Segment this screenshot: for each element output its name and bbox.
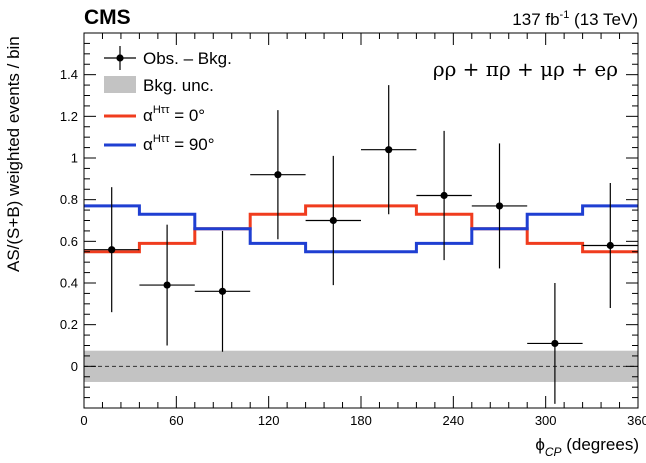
legend-h0-sup: Hττ — [153, 104, 170, 116]
hypothesis-histograms — [84, 204, 638, 254]
observed-point — [139, 224, 195, 346]
x-axis-unit: (degrees) — [562, 435, 639, 454]
legend-unc-label: Bkg. unc. — [143, 76, 214, 95]
legend-h90-label: αHττ = 90° — [143, 133, 215, 154]
legend-h90-sup: Hττ — [153, 133, 170, 145]
observed-marker — [108, 246, 116, 254]
y-tick-label: 0 — [71, 359, 78, 374]
observed-point — [84, 187, 140, 313]
axes-frame — [83, 32, 639, 409]
observed-marker — [329, 216, 337, 225]
observed-marker — [495, 202, 504, 210]
legend-h0-label: αHττ = 0° — [143, 104, 205, 125]
observed-marker — [440, 191, 448, 200]
observed-points — [84, 85, 638, 404]
y-tick-label: 1.4 — [60, 67, 78, 82]
observed-point — [305, 155, 361, 286]
x-axis-phi: ϕ — [535, 435, 545, 454]
x-axis-sub: CP — [545, 445, 562, 459]
histogram-alpha-90 — [84, 204, 638, 254]
y-tick-label: 1 — [71, 151, 78, 166]
observed-point — [361, 85, 417, 215]
y-axis-title: AS/(S+B) weighted events / bin — [4, 36, 23, 272]
legend-unc-swatch — [104, 76, 136, 93]
y-tick-label: 0.4 — [60, 276, 78, 291]
observed-marker — [274, 171, 282, 179]
observed-point — [194, 230, 251, 352]
observed-point — [471, 143, 528, 269]
legend-h90-alpha: α — [143, 135, 153, 154]
lumi-energy: (13 TeV) — [569, 10, 638, 29]
observed-point — [416, 130, 472, 261]
legend-h0-rest: = 0° — [169, 106, 205, 125]
observed-marker — [385, 146, 393, 154]
x-axis-title: ϕCP (degrees) — [535, 435, 639, 459]
y-tick-label: 1.2 — [60, 109, 78, 124]
x-tick-label: 360 — [627, 413, 646, 428]
channel-label: ρρ + πρ + μρ + eρ — [433, 57, 618, 81]
legend-h90-rest: = 90° — [169, 135, 214, 154]
observed-marker — [606, 241, 614, 250]
legend: Obs. – Bkg. Bkg. unc. αHττ = 0° αHττ = 9… — [104, 46, 232, 154]
x-tick-label: 300 — [535, 413, 557, 428]
observed-point — [527, 283, 583, 404]
x-tick-label: 0 — [80, 413, 87, 428]
histogram-alpha-0 — [84, 204, 638, 254]
observed-marker — [163, 281, 171, 289]
y-tick-label: 0.8 — [60, 192, 78, 207]
luminosity-label: 137 fb-1 (13 TeV) — [512, 9, 638, 29]
experiment-label: CMS — [84, 6, 131, 29]
observed-marker — [218, 287, 227, 295]
x-tick-label: 180 — [350, 413, 372, 428]
x-tick-label: 60 — [169, 413, 183, 428]
legend-obs-marker — [104, 46, 136, 70]
observed-point — [250, 110, 306, 240]
observed-marker — [551, 339, 559, 348]
x-tick-labels: 0 60 120 180 240 300 360 — [80, 413, 646, 428]
lumi-exponent: -1 — [560, 9, 570, 21]
x-tick-label: 120 — [258, 413, 280, 428]
lumi-value: 137 fb — [512, 10, 559, 29]
y-tick-label: 0.2 — [60, 317, 78, 332]
legend-obs-label: Obs. – Bkg. — [143, 49, 232, 68]
y-tick-label: 0.6 — [60, 234, 78, 249]
legend-h0-alpha: α — [143, 106, 153, 125]
x-tick-label: 240 — [442, 413, 464, 428]
observed-point — [582, 183, 638, 308]
y-tick-labels: 0 0.2 0.4 0.6 0.8 1 1.2 1.4 — [60, 67, 78, 374]
